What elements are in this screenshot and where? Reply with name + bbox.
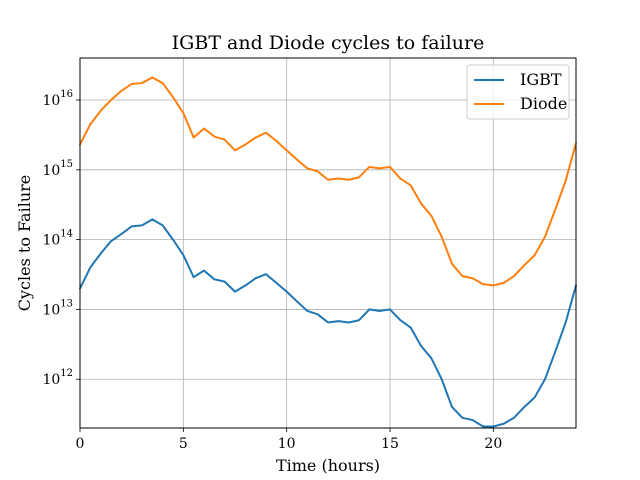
y-tick-label: 1013 (42, 298, 73, 318)
y-tick-label: 1014 (42, 229, 73, 249)
legend: IGBT Diode (466, 64, 570, 120)
legend-label-igbt: IGBT (520, 70, 562, 89)
y-tick-label: 1015 (42, 159, 73, 179)
x-tick-label: 5 (179, 436, 188, 452)
plot-area-frame (79, 57, 577, 429)
chart-title: IGBT and Diode cycles to failure (172, 32, 485, 54)
series-line-diode (79, 76, 577, 287)
x-axis-label: Time (hours) (276, 456, 380, 475)
x-tick-label: 15 (381, 436, 399, 452)
legend-frame (466, 64, 570, 120)
x-tick-label: 0 (76, 436, 85, 452)
series-line-igbt (79, 218, 577, 428)
x-axis-ticks: 0 5 10 15 20 (76, 428, 502, 452)
y-axis-ticks: 1012 1013 1014 1015 1016 (42, 89, 80, 388)
y-axis-label: Cycles to Failure (15, 175, 34, 311)
y-tick-label: 1012 (42, 368, 73, 388)
series-lines (79, 76, 577, 428)
x-tick-label: 20 (484, 436, 502, 452)
y-tick-label: 1016 (42, 89, 73, 109)
x-tick-label: 10 (278, 436, 296, 452)
legend-label-diode: Diode (520, 94, 567, 113)
